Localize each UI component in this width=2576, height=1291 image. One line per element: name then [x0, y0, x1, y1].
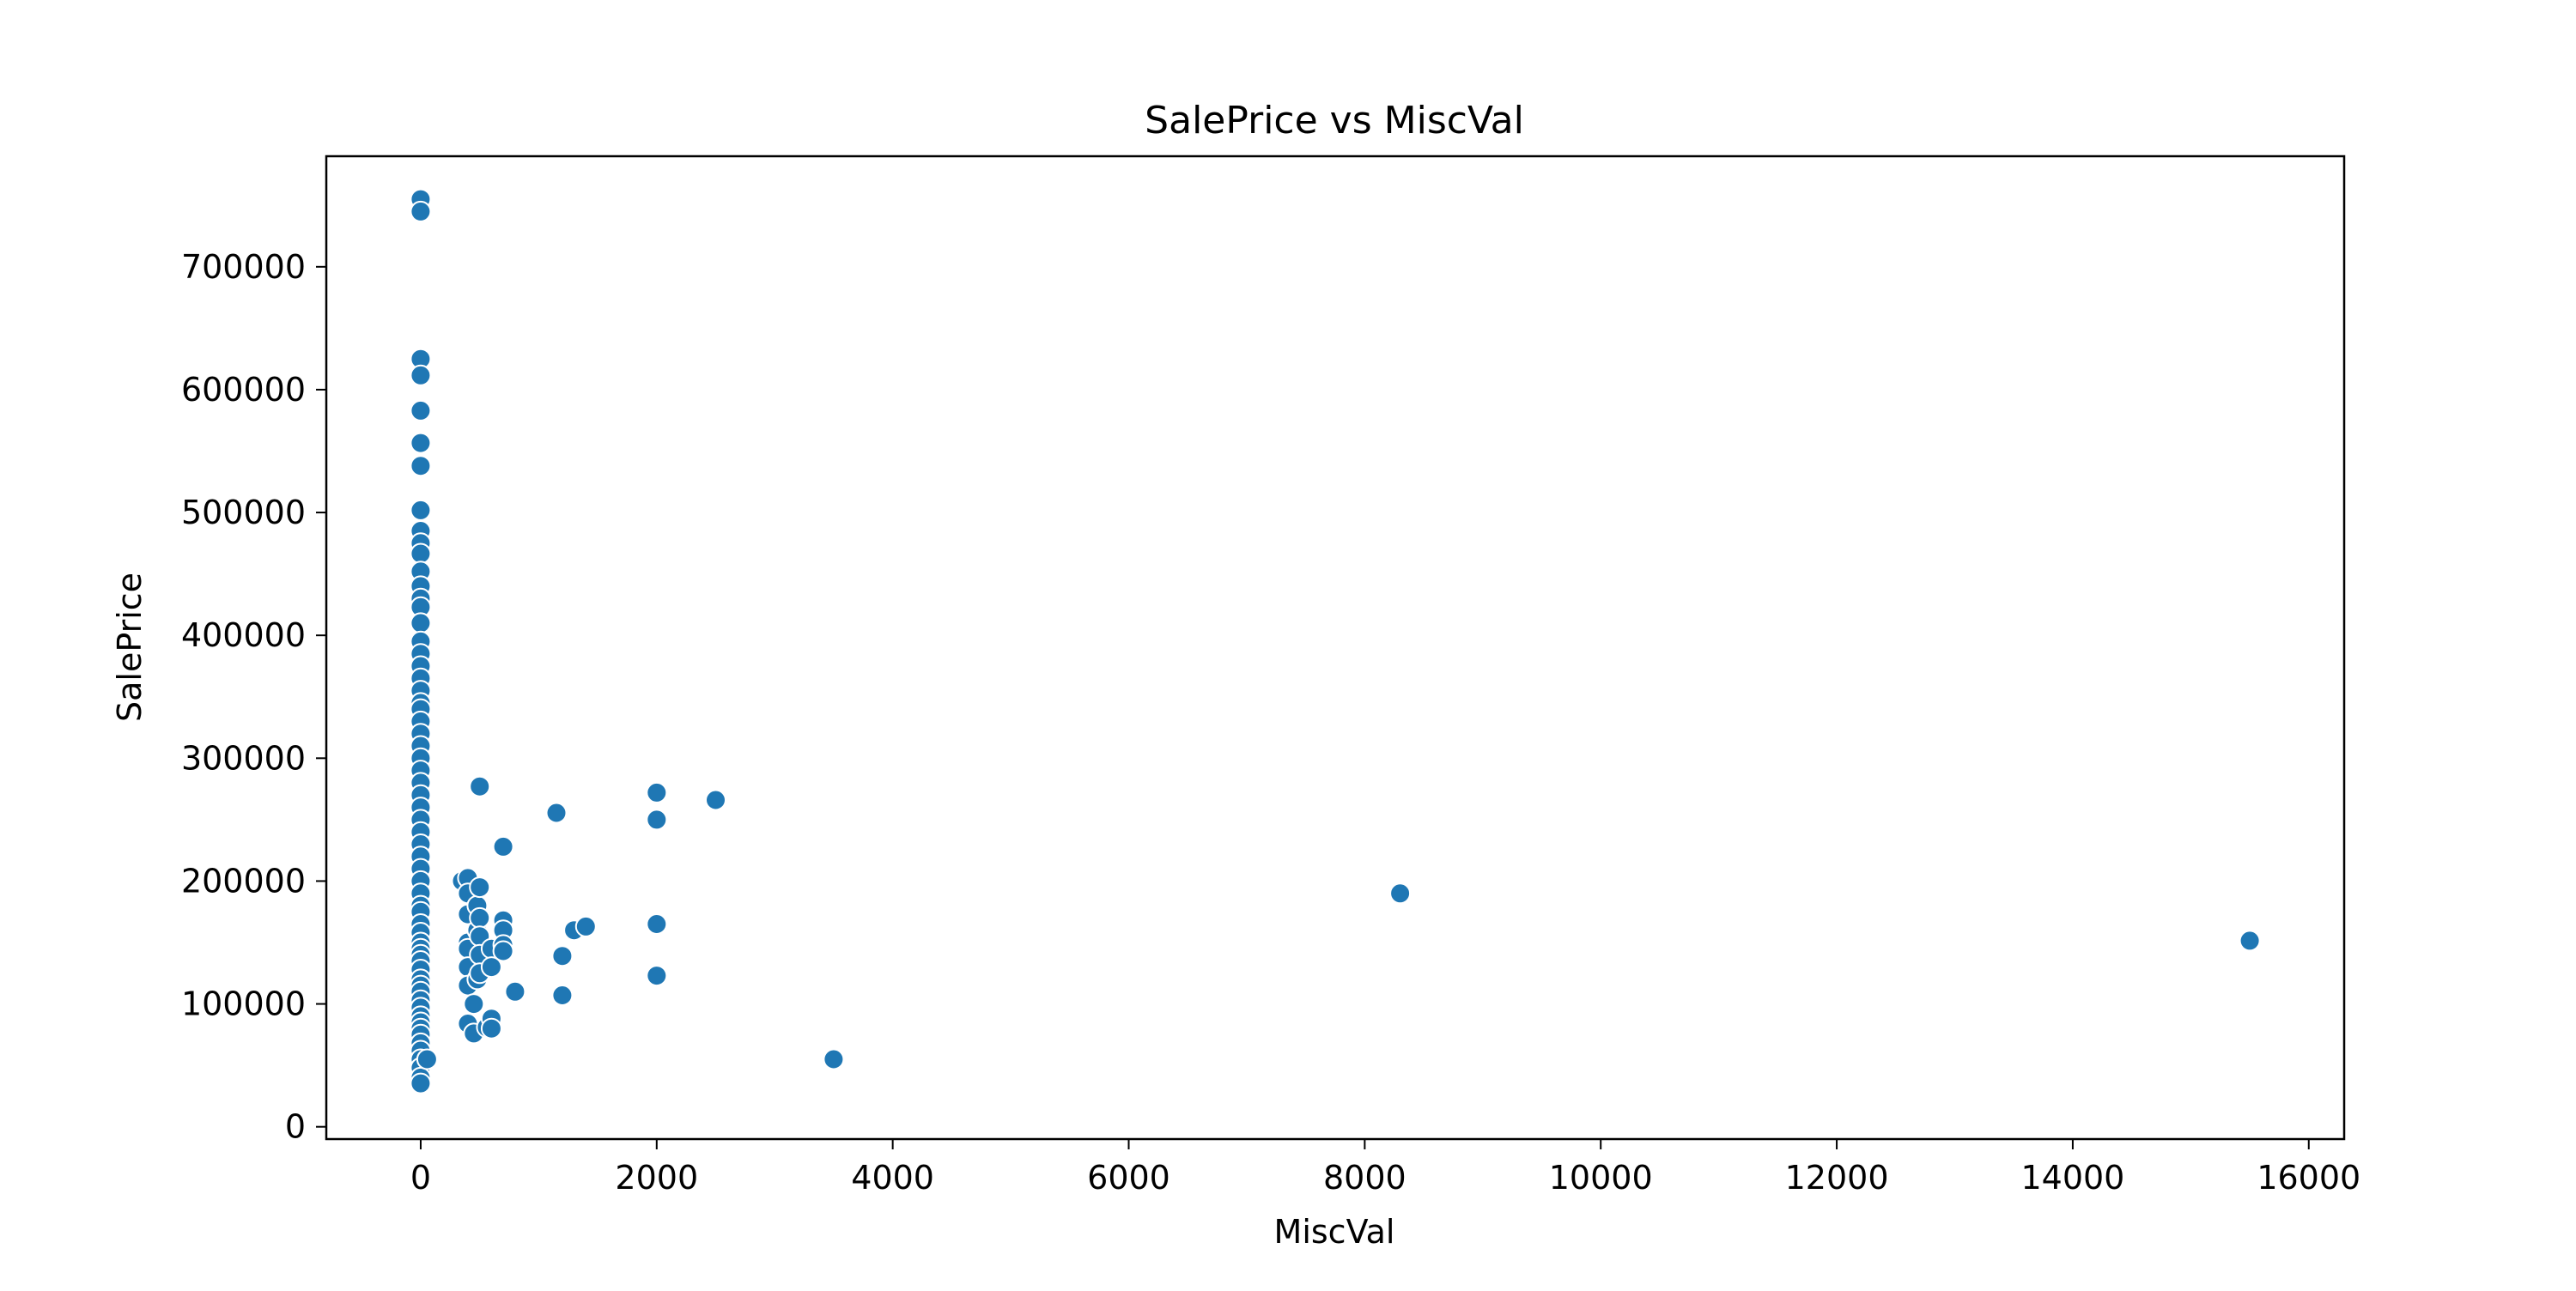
y-axis-ticks: 0 100000 200000 300000 400000 500000 600000 700…	[181, 248, 326, 1146]
x-tick-label: 0	[410, 1159, 431, 1197]
y-tick-label: 700000	[181, 248, 306, 286]
data-point	[574, 915, 597, 937]
y-tick-label: 300000	[181, 739, 306, 777]
data-point	[646, 809, 668, 831]
data-point	[646, 965, 668, 987]
data-point	[469, 906, 491, 929]
data-point	[1389, 882, 1412, 905]
data-point	[410, 499, 432, 521]
data-point	[2239, 930, 2261, 952]
data-point	[469, 876, 491, 899]
x-tick-label: 4000	[851, 1159, 934, 1197]
x-tick-label: 8000	[1323, 1159, 1406, 1197]
data-point	[551, 945, 574, 967]
data-point	[410, 542, 432, 565]
x-axis-label: MiscVal	[1274, 1213, 1395, 1251]
data-point	[823, 1048, 845, 1070]
data-point	[492, 835, 514, 858]
data-point	[410, 455, 432, 477]
data-point	[492, 940, 514, 962]
x-tick-label: 10000	[1549, 1159, 1653, 1197]
data-point	[504, 980, 526, 1003]
data-point	[410, 399, 432, 421]
plot-area-frame	[325, 155, 2346, 1141]
x-tick-label: 16000	[2257, 1159, 2360, 1197]
data-point	[646, 913, 668, 935]
data-points	[410, 188, 2261, 1094]
data-point	[416, 1048, 438, 1070]
data-point	[545, 802, 568, 824]
data-point	[463, 993, 485, 1015]
data-point	[480, 956, 502, 979]
data-point	[410, 364, 432, 386]
y-axis-label: SalePrice	[111, 573, 149, 722]
chart-title: SalePrice vs MiscVal	[1145, 99, 1524, 142]
x-tick-label: 12000	[1785, 1159, 1889, 1197]
x-tick-label: 2000	[615, 1159, 698, 1197]
x-axis-ticks: 0 2000 4000 6000 8000 10000 12000 14000 16000	[410, 1139, 2360, 1197]
y-tick-label: 0	[285, 1108, 306, 1146]
y-tick-label: 600000	[181, 371, 306, 409]
data-point	[646, 781, 668, 803]
y-tick-label: 100000	[181, 985, 306, 1023]
x-tick-label: 14000	[2020, 1159, 2124, 1197]
y-tick-label: 400000	[181, 616, 306, 654]
y-tick-label: 200000	[181, 862, 306, 900]
data-point	[480, 1017, 502, 1039]
data-point	[410, 200, 432, 222]
data-point	[410, 1072, 432, 1094]
data-point	[410, 432, 432, 454]
x-tick-label: 6000	[1087, 1159, 1170, 1197]
data-point	[705, 789, 726, 811]
data-point	[469, 775, 491, 797]
data-point	[551, 985, 574, 1006]
data-point	[410, 612, 432, 634]
y-tick-label: 500000	[181, 494, 306, 531]
